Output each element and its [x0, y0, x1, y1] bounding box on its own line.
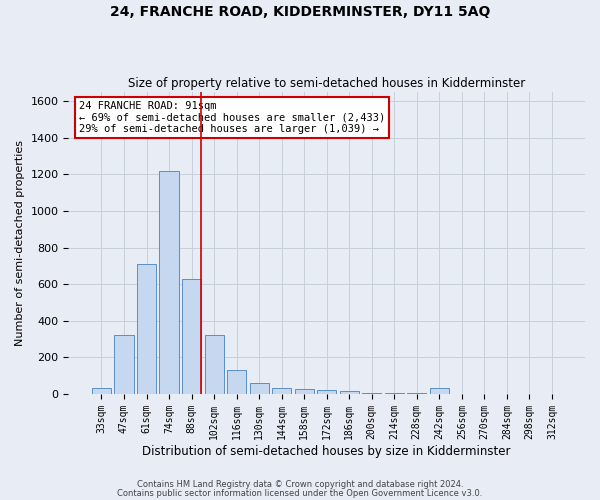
Y-axis label: Number of semi-detached properties: Number of semi-detached properties [15, 140, 25, 346]
X-axis label: Distribution of semi-detached houses by size in Kidderminster: Distribution of semi-detached houses by … [142, 444, 511, 458]
Bar [250, 383, 269, 394]
Bar [340, 391, 359, 394]
Title: Size of property relative to semi-detached houses in Kidderminster: Size of property relative to semi-detach… [128, 76, 526, 90]
Text: 24 FRANCHE ROAD: 91sqm
← 69% of semi-detached houses are smaller (2,433)
29% of : 24 FRANCHE ROAD: 91sqm ← 69% of semi-det… [79, 101, 385, 134]
Bar [362, 392, 382, 394]
Bar [182, 278, 201, 394]
Bar [227, 370, 246, 394]
Text: Contains HM Land Registry data © Crown copyright and database right 2024.: Contains HM Land Registry data © Crown c… [137, 480, 463, 489]
Bar [272, 388, 291, 394]
Bar [115, 336, 134, 394]
Text: Contains public sector information licensed under the Open Government Licence v3: Contains public sector information licen… [118, 488, 482, 498]
Bar [317, 390, 336, 394]
Bar [160, 170, 179, 394]
Text: 24, FRANCHE ROAD, KIDDERMINSTER, DY11 5AQ: 24, FRANCHE ROAD, KIDDERMINSTER, DY11 5A… [110, 5, 490, 19]
Bar [295, 390, 314, 394]
Bar [205, 336, 224, 394]
Bar [430, 388, 449, 394]
Bar [385, 393, 404, 394]
Bar [137, 264, 156, 394]
Bar [92, 388, 111, 394]
